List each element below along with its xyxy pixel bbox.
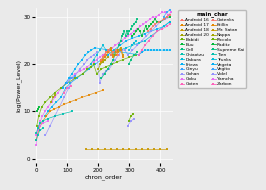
Legend: Android 16, Android 17, Android 18, Android 20, Babidi, Buu, Cell, Chiaotzu, Dab: Android 16, Android 17, Android 18, Andr… (178, 10, 246, 88)
X-axis label: chron_order: chron_order (85, 175, 123, 180)
Y-axis label: log(Power_Level): log(Power_Level) (16, 59, 21, 112)
